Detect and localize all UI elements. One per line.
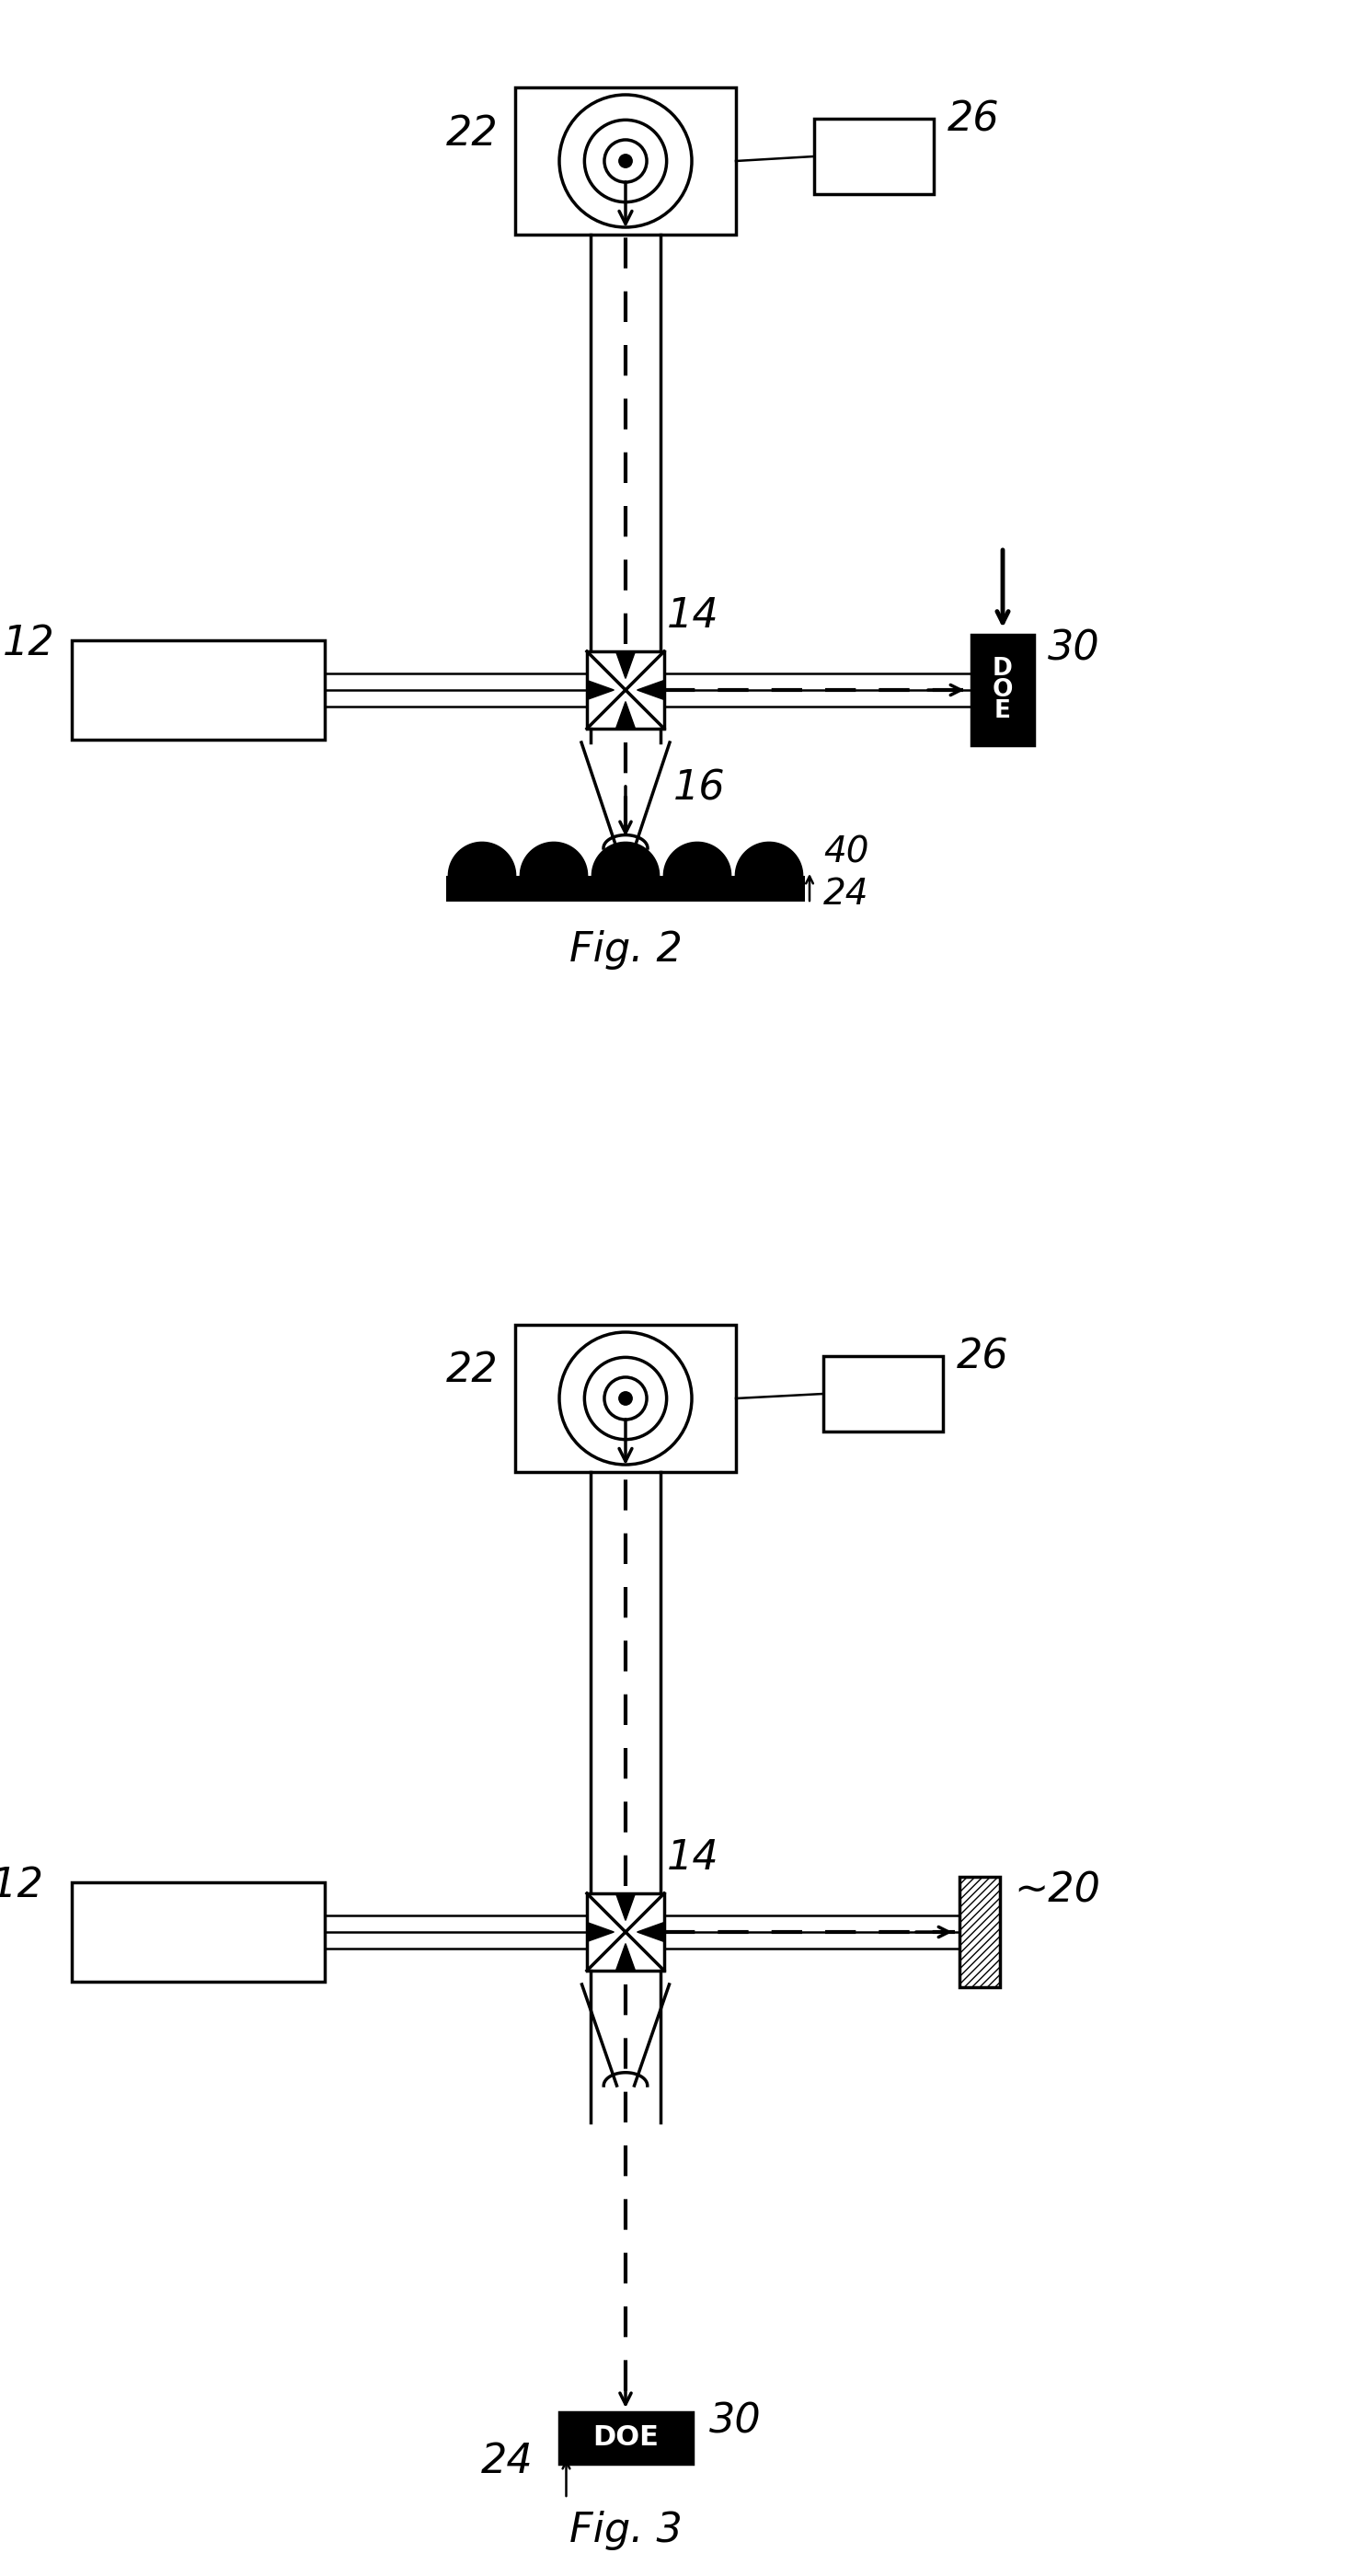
Polygon shape <box>448 842 515 876</box>
Text: 16: 16 <box>674 768 726 809</box>
Text: 12: 12 <box>3 623 55 665</box>
Text: 22: 22 <box>447 1350 499 1391</box>
Text: Fig. 3: Fig. 3 <box>569 2509 682 2550</box>
Text: Fig. 2: Fig. 2 <box>569 930 682 969</box>
Bar <box>586 1893 664 1971</box>
Polygon shape <box>663 842 731 876</box>
Bar <box>972 634 1033 744</box>
Text: 14: 14 <box>667 1839 719 1878</box>
Polygon shape <box>637 680 664 701</box>
Polygon shape <box>586 1922 614 1942</box>
Text: 14: 14 <box>667 598 719 636</box>
Polygon shape <box>586 680 614 701</box>
Text: 26: 26 <box>947 100 999 139</box>
Circle shape <box>619 155 632 167</box>
Bar <box>823 1355 943 1432</box>
Polygon shape <box>446 876 805 902</box>
Bar <box>515 1324 735 1471</box>
Polygon shape <box>617 1942 636 1971</box>
Polygon shape <box>617 652 636 677</box>
Text: 30: 30 <box>1047 629 1100 667</box>
Text: DOE: DOE <box>592 2424 659 2452</box>
Text: D
O
E: D O E <box>992 657 1013 724</box>
Bar <box>71 641 324 739</box>
Polygon shape <box>617 701 636 729</box>
Text: 30: 30 <box>709 2401 761 2442</box>
Polygon shape <box>637 1922 664 1942</box>
Text: 24: 24 <box>823 876 869 912</box>
Circle shape <box>619 1391 632 1404</box>
Bar <box>960 1878 999 1986</box>
Bar <box>815 118 934 193</box>
Polygon shape <box>735 842 802 876</box>
Bar <box>71 1883 324 1981</box>
Bar <box>515 88 735 234</box>
Bar <box>559 2411 692 2463</box>
Polygon shape <box>592 842 659 876</box>
Polygon shape <box>519 842 588 876</box>
Text: 40: 40 <box>823 835 869 871</box>
Polygon shape <box>617 1893 636 1922</box>
Text: ~12: ~12 <box>0 1865 44 1906</box>
Text: 22: 22 <box>447 113 499 152</box>
Bar <box>586 652 664 729</box>
Text: ~20: ~20 <box>1014 1870 1100 1911</box>
Text: 24: 24 <box>481 2442 533 2481</box>
Text: 26: 26 <box>957 1337 1009 1376</box>
